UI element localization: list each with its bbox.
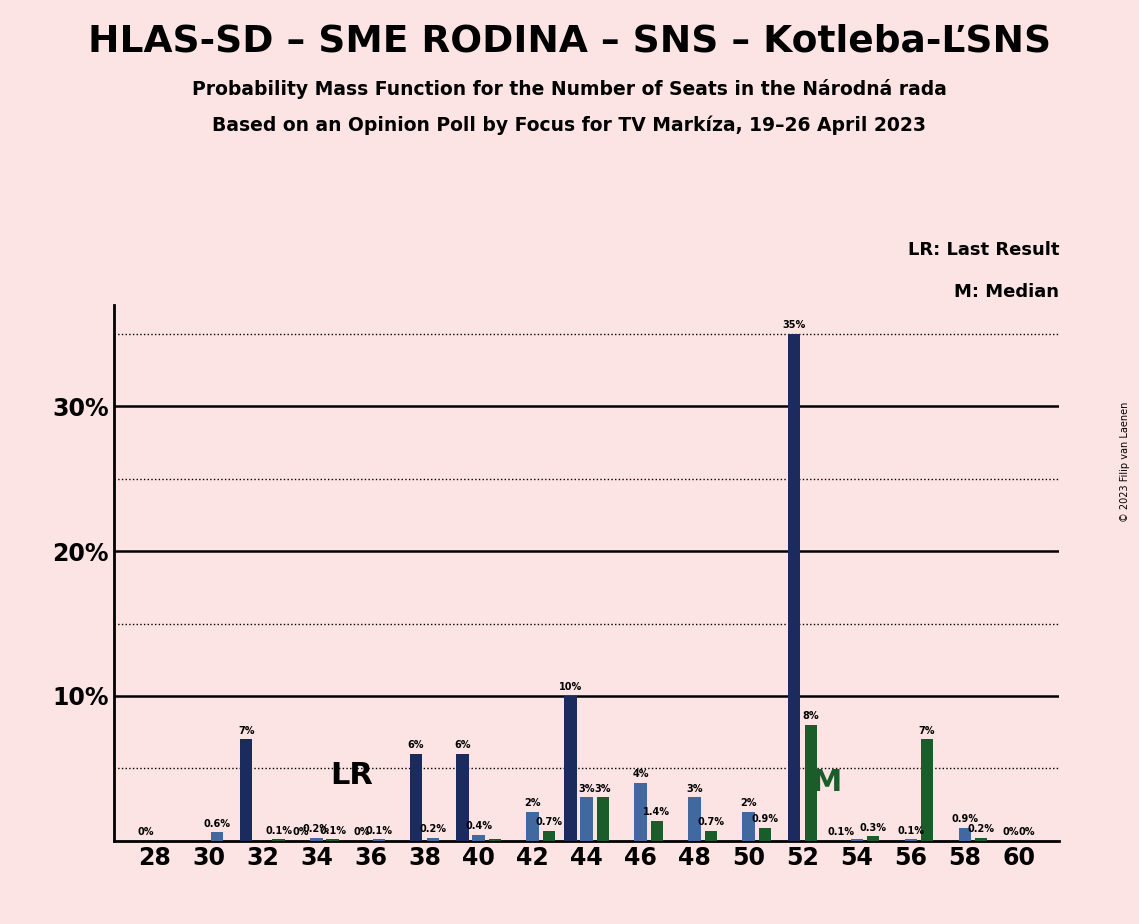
Bar xyxy=(688,797,700,841)
Bar xyxy=(975,838,988,841)
Text: 0%: 0% xyxy=(354,827,370,837)
Text: LR: LR xyxy=(330,761,372,790)
Bar xyxy=(805,725,818,841)
Bar xyxy=(959,828,970,841)
Text: © 2023 Filip van Laenen: © 2023 Filip van Laenen xyxy=(1121,402,1130,522)
Bar xyxy=(920,739,933,841)
Text: Based on an Opinion Poll by Focus for TV Markíza, 19–26 April 2023: Based on an Opinion Poll by Focus for TV… xyxy=(213,116,926,135)
Bar xyxy=(240,739,253,841)
Bar xyxy=(867,836,879,841)
Text: 0.1%: 0.1% xyxy=(265,826,292,836)
Bar xyxy=(457,754,468,841)
Text: 0.4%: 0.4% xyxy=(465,821,492,832)
Bar xyxy=(272,839,285,841)
Bar xyxy=(564,696,576,841)
Text: 3%: 3% xyxy=(579,784,595,794)
Text: 8%: 8% xyxy=(803,711,819,722)
Text: 0.2%: 0.2% xyxy=(967,824,994,834)
Bar xyxy=(427,838,440,841)
Bar xyxy=(372,839,385,841)
Text: 0.1%: 0.1% xyxy=(319,826,346,836)
Bar xyxy=(542,831,555,841)
Bar xyxy=(526,812,539,841)
Bar xyxy=(327,839,338,841)
Bar xyxy=(310,838,322,841)
Text: 0.2%: 0.2% xyxy=(419,824,446,834)
Text: M: M xyxy=(811,769,841,797)
Text: 4%: 4% xyxy=(632,770,649,779)
Bar xyxy=(597,797,609,841)
Text: 0.7%: 0.7% xyxy=(535,817,563,827)
Text: 0.2%: 0.2% xyxy=(303,824,330,834)
Text: Probability Mass Function for the Number of Seats in the Národná rada: Probability Mass Function for the Number… xyxy=(192,79,947,99)
Text: 10%: 10% xyxy=(559,683,582,692)
Bar xyxy=(851,839,863,841)
Bar xyxy=(211,833,223,841)
Text: 0.7%: 0.7% xyxy=(697,817,724,827)
Text: M: Median: M: Median xyxy=(954,284,1059,301)
Text: 0%: 0% xyxy=(1002,827,1018,837)
Bar xyxy=(489,839,501,841)
Text: 0%: 0% xyxy=(138,827,154,837)
Text: 7%: 7% xyxy=(238,726,254,736)
Text: 3%: 3% xyxy=(595,784,611,794)
Text: 35%: 35% xyxy=(782,321,806,330)
Text: 6%: 6% xyxy=(454,740,470,750)
Text: HLAS-SD – SME RODINA – SNS – Kotleba-ĽSNS: HLAS-SD – SME RODINA – SNS – Kotleba-ĽSN… xyxy=(88,23,1051,59)
Text: 0%: 0% xyxy=(1019,827,1035,837)
Bar xyxy=(410,754,423,841)
Bar xyxy=(904,839,917,841)
Bar xyxy=(788,334,801,841)
Bar xyxy=(473,835,485,841)
Bar xyxy=(759,828,771,841)
Bar xyxy=(634,783,647,841)
Text: 0.9%: 0.9% xyxy=(752,814,778,824)
Text: 3%: 3% xyxy=(687,784,703,794)
Text: 2%: 2% xyxy=(740,798,757,808)
Text: 1.4%: 1.4% xyxy=(644,807,670,817)
Text: 7%: 7% xyxy=(919,726,935,736)
Bar xyxy=(650,821,663,841)
Text: 0.1%: 0.1% xyxy=(827,827,854,837)
Text: LR: Last Result: LR: Last Result xyxy=(908,240,1059,259)
Text: 0.1%: 0.1% xyxy=(366,826,393,836)
Text: 0.6%: 0.6% xyxy=(204,819,230,829)
Text: 2%: 2% xyxy=(524,798,541,808)
Bar xyxy=(705,831,716,841)
Bar xyxy=(581,797,592,841)
Bar xyxy=(743,812,755,841)
Text: 0%: 0% xyxy=(292,827,309,837)
Text: 6%: 6% xyxy=(408,740,425,750)
Text: 0.1%: 0.1% xyxy=(898,826,924,836)
Text: 0.3%: 0.3% xyxy=(859,823,886,833)
Text: 0.9%: 0.9% xyxy=(951,814,978,824)
